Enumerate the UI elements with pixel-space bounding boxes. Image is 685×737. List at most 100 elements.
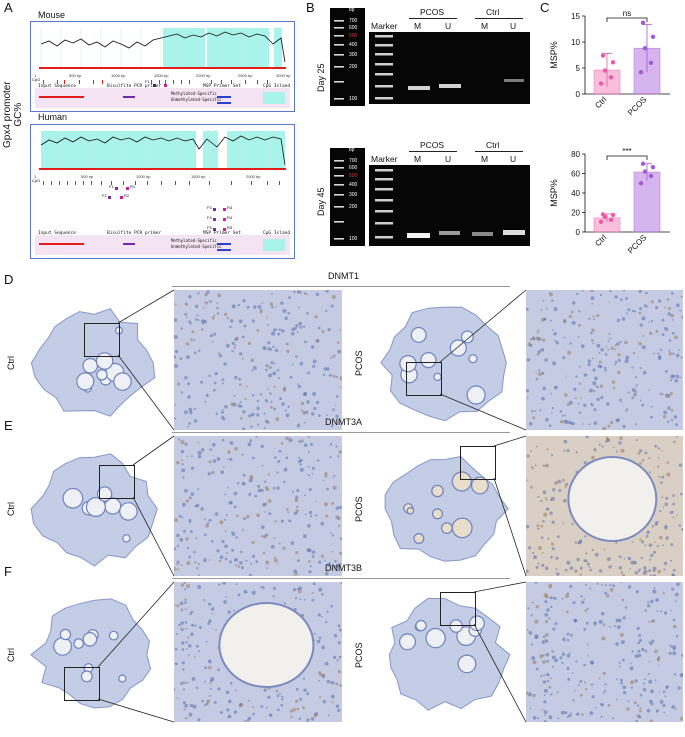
dnmt1-pcos-zoom-image-cell-64 bbox=[668, 352, 672, 356]
b2-lane-u2: U bbox=[510, 154, 517, 164]
dnmt1-ctrl-zoom-image-cell-67 bbox=[224, 312, 228, 317]
svg-text:1: 1 bbox=[34, 73, 37, 78]
dnmt1-pcos-zoom-image-cell-233 bbox=[563, 419, 568, 424]
dnmt3b-pcos-zoom-image-cell-155 bbox=[612, 584, 615, 588]
dnmt3a-ctrl-zoom-image-cell-138 bbox=[252, 554, 256, 558]
dnmt1-ctrl-zoom-image-cell-40 bbox=[233, 394, 236, 397]
dnmt3a-ctrl-zoom-image-cell-69 bbox=[233, 505, 237, 509]
b1-group-pcos-line bbox=[409, 18, 457, 19]
dnmt3b-pcos-zoom-image-cell-78 bbox=[594, 706, 596, 709]
dnmt1-pcos-zoom-image-cell-222 bbox=[559, 410, 563, 413]
dnmt1-pcos-zoom-image-cell-32 bbox=[565, 375, 568, 378]
dnmt1-ctrl-zoom-image-cell-188 bbox=[188, 422, 191, 425]
dnmt3a-ctrl-zoom-image-cell-61 bbox=[303, 494, 306, 497]
dnmt3a-pcos-zoom-image-cell-162 bbox=[649, 558, 651, 561]
dnmt3a-pcos-zoom-image-lumen bbox=[567, 456, 658, 542]
dnmt3b-pcos-zoom-image-cell-140 bbox=[587, 655, 589, 657]
dnmt3a-pcos-zoom-image-cell-151 bbox=[652, 569, 656, 573]
dnmt3a-pcos-zoom-image-cell-118 bbox=[659, 535, 663, 540]
dnmt1-pcos-zoom-image-cell-109 bbox=[539, 409, 542, 412]
dnmt1-pcos-zoom-image-cell-34 bbox=[639, 366, 642, 370]
dnmt3a-ctrl-zoom-image-cell-238 bbox=[282, 546, 286, 550]
dnmt3a-ctrl-zoom-image-cell-104 bbox=[226, 513, 228, 516]
dnmt1-pcos-zoom-image-cell-22 bbox=[569, 342, 572, 345]
dnmt3a-ctrl-zoom-image-cell-173 bbox=[216, 457, 221, 461]
dnmt1-pcos-zoom-image-cell-147 bbox=[588, 423, 591, 426]
dnmt3a-ctrl-zoom-image-cell-125 bbox=[207, 472, 211, 476]
dnmt3a-pcos-zoom-image-cell-32 bbox=[662, 506, 665, 509]
dnmt1-ctrl-zoom-image-cell-140 bbox=[193, 407, 196, 410]
dnmt3a-pcos-zoom-image-cell-196 bbox=[675, 436, 678, 438]
dnmt3b-pcos-zoom-image-cell-176 bbox=[529, 707, 532, 710]
dnmt3b-pcos-zoom-image-cell-14 bbox=[630, 680, 635, 685]
dnmt3b-ctrl-zoom-image-cell-196 bbox=[227, 610, 231, 614]
dnmt1-ctrl-zoom-image-cell-175 bbox=[188, 407, 193, 412]
dnmt3a-ctrl-zoom-image-cell-220 bbox=[247, 442, 252, 447]
dnmt3b-pcos-zoom-image-cell-20 bbox=[644, 609, 647, 612]
dnmt3b-pcos-zoom-image-cell-229 bbox=[534, 582, 538, 584]
dnmt3a-pcos-zoom-image-cell-124 bbox=[639, 538, 642, 541]
dnmt3b-ctrl-zoom-image-cell-145 bbox=[183, 708, 186, 711]
dnmt3b-ctrl-zoom-image-cell-158 bbox=[184, 717, 188, 720]
dnmt3b-ctrl-zoom-image-cell-167 bbox=[197, 718, 201, 722]
dnmt3a-pcos-overview-image-follicle-1 bbox=[440, 522, 453, 534]
dnmt1-pcos-zoom-image-cell-92 bbox=[544, 358, 548, 362]
dnmt3b-title: DNMT3B bbox=[325, 563, 363, 573]
dnmt3a-pcos-zoom-image-cell-166 bbox=[630, 560, 635, 565]
dnmt3b-ctrl-zoom-image-cell-137 bbox=[217, 687, 221, 691]
dnmt1-pcos-zoom-image-cell-42 bbox=[666, 298, 670, 301]
dnmt1-ctrl-zoom-image-cell-156 bbox=[332, 408, 335, 411]
dnmt3a-ctrl-zoom-image-cell-157 bbox=[294, 498, 299, 502]
dnmt1-ctrl-zoom-image-cell-145 bbox=[242, 410, 246, 414]
dnmt3b-ctrl-zoom-image-cell-10 bbox=[180, 608, 184, 612]
dnmt3a-ctrl-zoom-image-cell-15 bbox=[260, 488, 264, 493]
dnmt3a-pcos-zoom-image-cell-112 bbox=[656, 545, 659, 548]
dnmt3b-pcos-zoom-image-cell-116 bbox=[613, 625, 616, 628]
dnmt1-pcos-zoom-image-cell-132 bbox=[639, 307, 643, 311]
dnmt3a-pcos-zoom-image-cell-72 bbox=[615, 541, 618, 544]
dnmt1-ctrl-zoom-image-cell-48 bbox=[180, 391, 184, 394]
dnmt3a-ctrl-zoom-image-cell-77 bbox=[305, 513, 307, 516]
dnmt3a-ctrl-zoom-image-cell-166 bbox=[311, 550, 316, 554]
dnmt3b-ctrl-zoom-image-cell-193 bbox=[321, 593, 324, 596]
dnmt3b-pcos-zoom-image-cell-182 bbox=[542, 635, 546, 638]
dnmt3a-ctrl-zoom-image-cell-178 bbox=[174, 547, 177, 551]
dnmt3a-ctrl-zoom-image-cell-224 bbox=[329, 443, 333, 446]
dnmt3a-pcos-zoom-image-cell-16 bbox=[585, 552, 588, 555]
dnmt3b-ctrl-zoom-image-cell-237 bbox=[174, 647, 178, 651]
dnmt1-pcos-zoom-image-cell-63 bbox=[578, 411, 582, 414]
dnmt1-ctrl-zoom-image-cell-29 bbox=[275, 348, 279, 353]
dnmt1-ctrl-zoom-image-cell-162 bbox=[253, 305, 257, 309]
dnmt3a-ctrl-zoom-image-cell-82 bbox=[212, 459, 217, 463]
dnmt1-pcos-zoom-image-cell-155 bbox=[670, 313, 675, 318]
dnmt3b-pcos-zoom-image-cell-221 bbox=[535, 667, 539, 671]
dnmt3a-ctrl-zoom-image-cell-103 bbox=[191, 466, 195, 470]
dnmt3b-ctrl-zoom-image-cell-227 bbox=[195, 624, 197, 627]
dnmt1-pcos-zoom-image-cell-24 bbox=[672, 352, 675, 355]
dnmt3b-ctrl-zoom-image-cell-108 bbox=[337, 670, 341, 674]
dnmt3a-pcos-zoom-image-cell-127 bbox=[646, 531, 650, 534]
dnmt3a-pcos-zoom-image-cell-134 bbox=[653, 550, 657, 554]
dnmt3b-pcos-zoom-image-cell-70 bbox=[671, 587, 675, 591]
dnmt3b-pcos-zoom-image-cell-17 bbox=[675, 592, 679, 597]
dnmt3a-ctrl-zoom-image-cell-163 bbox=[200, 507, 204, 511]
dnmt1-pcos-zoom-image-cell-58 bbox=[604, 353, 608, 356]
dnmt3b-pcos-zoom-image-cell-240 bbox=[544, 639, 548, 642]
dnmt1-pcos-zoom-image-cell-229 bbox=[564, 393, 568, 397]
dnmt3b-ctrl-zoom-image-cell-207 bbox=[184, 598, 187, 601]
dnmt3b-pcos-zoom-image-cell-248 bbox=[571, 672, 574, 674]
dnmt1-pcos-zoom-image-cell-191 bbox=[578, 382, 582, 385]
dnmt3b-pcos-zoom-image-cell-203 bbox=[564, 711, 568, 714]
dnmt1-ctrl-zoom-image-cell-125 bbox=[271, 305, 274, 309]
dnmt3b-pcos-zoom-image-cell-145 bbox=[648, 699, 653, 704]
dnmt3b-pcos-zoom-image-cell-180 bbox=[638, 715, 642, 719]
dnmt3a-pcos-zoom-image-cell-69 bbox=[640, 556, 644, 560]
dnmt1-pcos-zoom-image-cell-190 bbox=[618, 398, 622, 402]
dnmt1-ctrl-zoom-image-cell-214 bbox=[239, 405, 241, 408]
dnmt3b-ctrl-zoom-image-cell-205 bbox=[190, 632, 194, 637]
dnmt1-pcos-zoom-image bbox=[526, 290, 683, 430]
dnmt3b-ctrl-overview-image-follicle-6 bbox=[82, 631, 98, 647]
dnmt3b-ctrl-zoom-image-cell-107 bbox=[325, 620, 328, 624]
dnmt1-ctrl-zoom-image-cell-123 bbox=[245, 385, 248, 388]
dnmt1-ctrl-zoom-image-cell-202 bbox=[180, 327, 183, 330]
